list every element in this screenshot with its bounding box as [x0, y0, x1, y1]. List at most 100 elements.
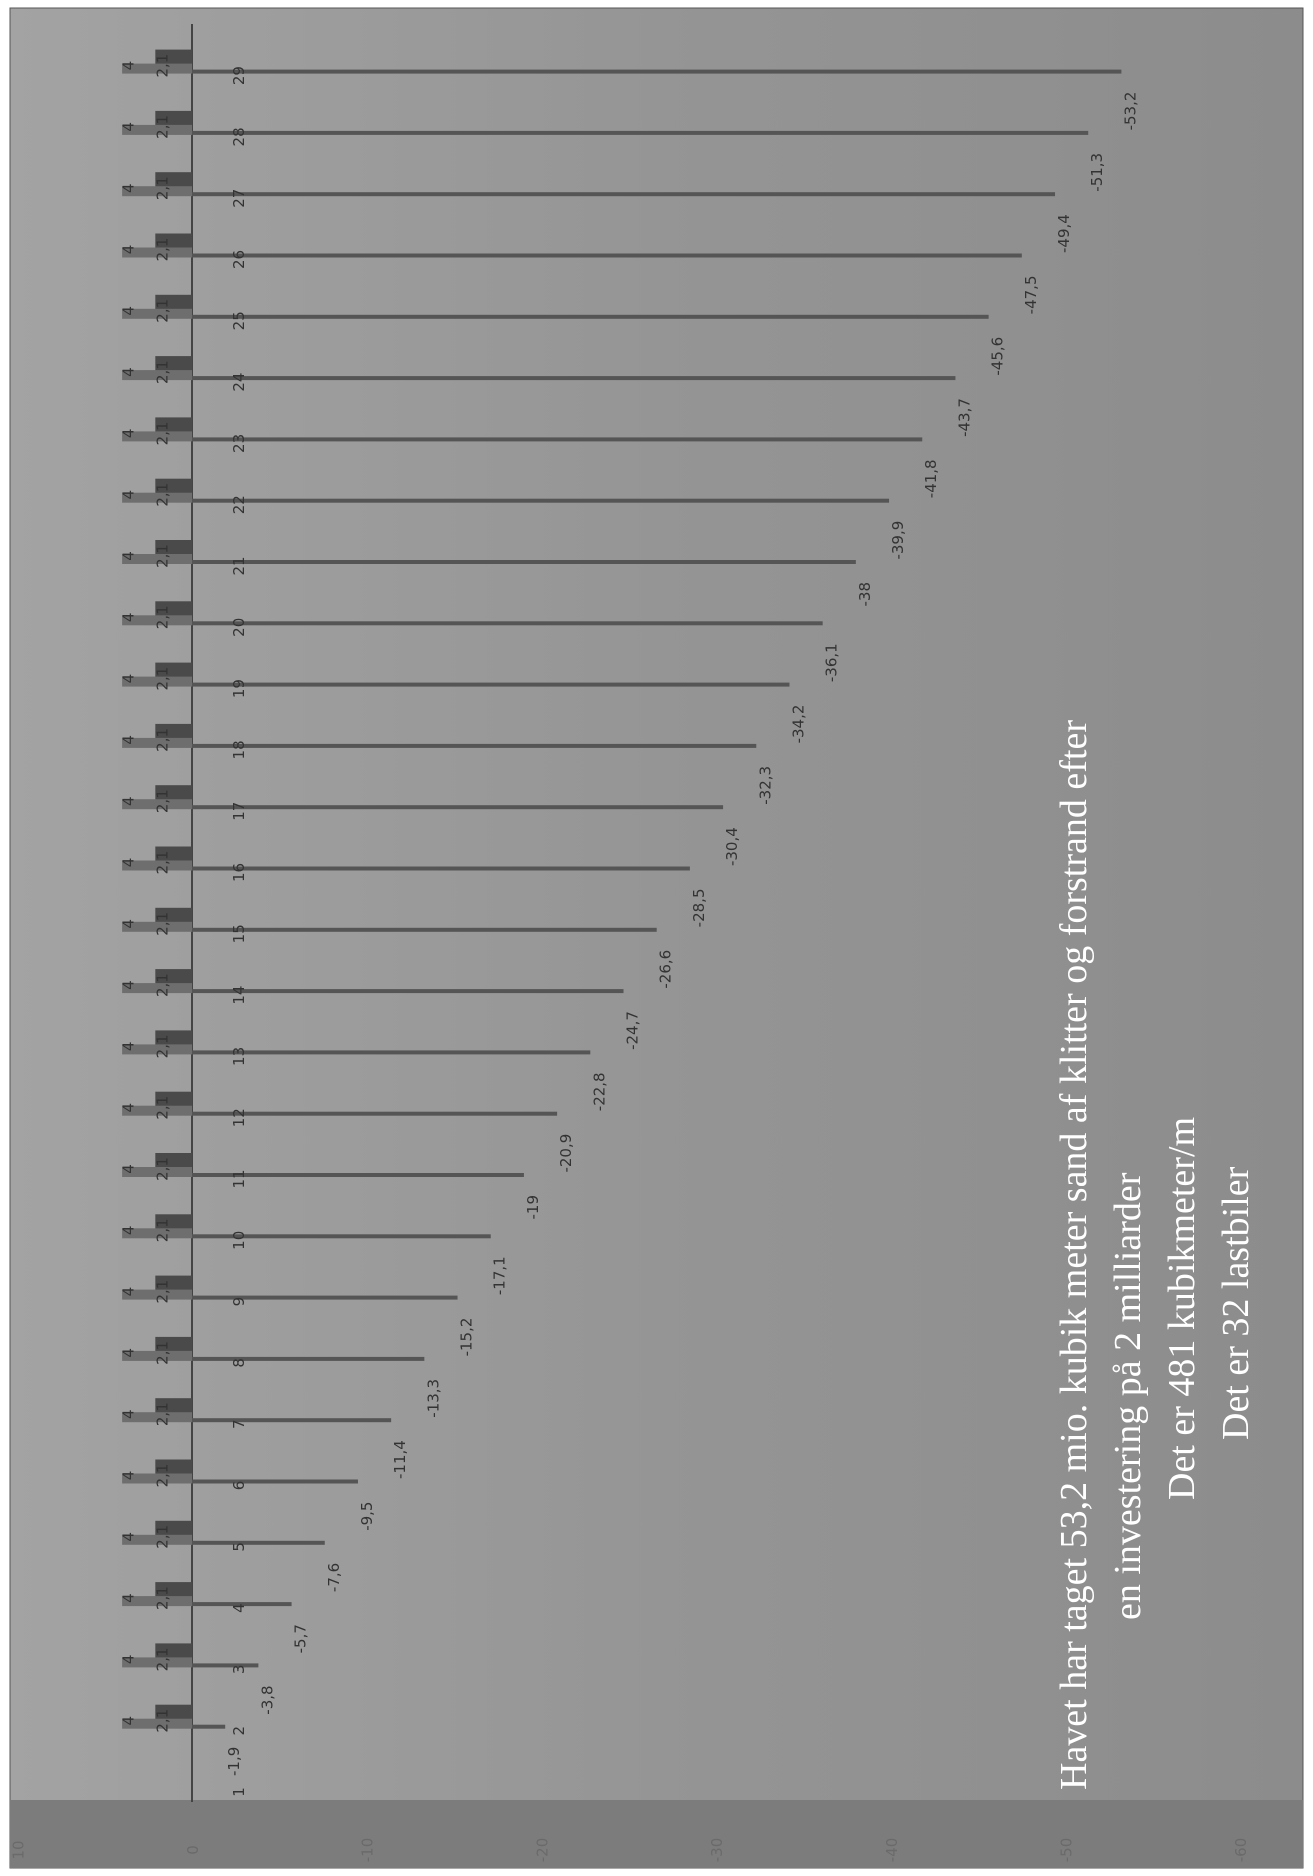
data-label-short-24: 4	[119, 367, 137, 377]
bar-short-3	[122, 1657, 192, 1668]
category-label-17: 17	[230, 802, 248, 821]
category-label-2: 2	[230, 1726, 248, 1736]
bar-main-12	[192, 1111, 558, 1116]
data-label-main-8: -13,3	[424, 1379, 442, 1418]
data-label-main-7: -11,4	[391, 1440, 409, 1479]
data-label-short-29: 4	[119, 61, 137, 71]
data-label-main-6: -9,5	[358, 1502, 376, 1531]
data-label-tall-3: 2,1	[153, 1647, 171, 1671]
data-label-short-5: 4	[119, 1532, 137, 1542]
data-label-tall-9: 2,1	[153, 1280, 171, 1304]
data-label-main-9: -15,2	[458, 1318, 476, 1357]
data-label-tall-18: 2,1	[153, 728, 171, 752]
data-label-main-11: -19	[524, 1195, 542, 1220]
data-label-short-18: 4	[119, 735, 137, 745]
data-label-short-14: 4	[119, 980, 137, 990]
bar-main-20	[192, 621, 823, 626]
category-label-25: 25	[230, 311, 248, 330]
y-tick-label: -10	[359, 1838, 377, 1863]
bar-short-10	[122, 1228, 192, 1239]
y-tick-label: -60	[1232, 1838, 1250, 1863]
bar-main-10	[192, 1234, 491, 1239]
data-label-tall-2: 2,1	[153, 1709, 171, 1733]
data-label-tall-17: 2,1	[153, 789, 171, 813]
data-label-main-2: -1,9	[225, 1747, 243, 1776]
data-label-short-22: 4	[119, 490, 137, 500]
category-label-7: 7	[230, 1419, 248, 1429]
bar-short-24	[122, 370, 192, 381]
bar-main-15	[192, 927, 657, 932]
y-tick-label: -40	[883, 1838, 901, 1863]
bar-short-13	[122, 1044, 192, 1055]
data-label-tall-12: 2,1	[153, 1096, 171, 1120]
data-label-main-14: -24,7	[624, 1011, 642, 1050]
category-label-13: 13	[230, 1047, 248, 1066]
data-label-tall-6: 2,1	[153, 1464, 171, 1488]
bar-short-22	[122, 492, 192, 503]
data-label-tall-7: 2,1	[153, 1402, 171, 1426]
data-label-tall-10: 2,1	[153, 1218, 171, 1242]
bar-short-9	[122, 1289, 192, 1300]
data-label-main-27: -49,4	[1055, 214, 1073, 253]
data-label-main-18: -32,3	[756, 766, 774, 805]
bar-main-26	[192, 253, 1022, 258]
data-label-short-12: 4	[119, 1103, 137, 1113]
data-label-short-13: 4	[119, 1042, 137, 1052]
axis-strip	[10, 1800, 1303, 1868]
data-label-tall-20: 2,1	[153, 605, 171, 629]
bar-short-2	[122, 1718, 192, 1729]
bar-main-22	[192, 498, 890, 503]
bar-short-7	[122, 1412, 192, 1423]
data-label-short-10: 4	[119, 1226, 137, 1236]
category-label-23: 23	[230, 434, 248, 453]
data-label-short-19: 4	[119, 674, 137, 684]
data-label-short-4: 4	[119, 1593, 137, 1603]
category-label-22: 22	[230, 495, 248, 514]
data-label-short-27: 4	[119, 183, 137, 193]
bar-short-20	[122, 615, 192, 626]
data-label-tall-26: 2,1	[153, 238, 171, 262]
bar-main-9	[192, 1295, 458, 1300]
bar-main-18	[192, 743, 757, 748]
category-label-16: 16	[230, 863, 248, 882]
data-label-tall-5: 2,1	[153, 1525, 171, 1549]
data-label-main-5: -7,6	[325, 1563, 343, 1592]
data-label-tall-15: 2,1	[153, 912, 171, 936]
data-label-tall-24: 2,1	[153, 360, 171, 384]
data-label-short-6: 4	[119, 1471, 137, 1481]
bar-main-3	[192, 1663, 259, 1668]
data-label-short-9: 4	[119, 1287, 137, 1297]
bar-main-8	[192, 1356, 425, 1361]
category-label-19: 19	[230, 679, 248, 698]
bar-short-14	[122, 983, 192, 994]
data-label-main-3: -3,8	[258, 1685, 276, 1714]
bar-main-21	[192, 560, 856, 564]
data-label-short-20: 4	[119, 613, 137, 623]
data-label-short-28: 4	[119, 122, 137, 132]
data-label-tall-28: 2,1	[153, 115, 171, 139]
data-label-short-8: 4	[119, 1348, 137, 1358]
bar-short-23	[122, 431, 192, 442]
category-label-14: 14	[230, 986, 248, 1005]
category-label-29: 29	[230, 66, 248, 85]
data-label-short-26: 4	[119, 245, 137, 255]
bar-short-12	[122, 1105, 192, 1116]
data-label-main-4: -5,7	[292, 1624, 310, 1653]
data-label-main-20: -36,1	[823, 643, 841, 682]
category-label-28: 28	[230, 127, 248, 146]
bar-short-16	[122, 860, 192, 871]
data-label-main-26: -47,5	[1022, 276, 1040, 315]
annotation-line-4: Det er 32 lastbiler	[1215, 1166, 1257, 1440]
data-label-short-2: 4	[119, 1716, 137, 1726]
data-label-main-29: -53,2	[1121, 92, 1139, 131]
bar-short-27	[122, 186, 192, 197]
bar-short-28	[122, 124, 192, 135]
y-tick-label: -50	[1058, 1838, 1076, 1863]
data-label-main-12: -20,9	[557, 1134, 575, 1173]
category-label-26: 26	[230, 250, 248, 269]
data-label-main-10: -17,1	[491, 1256, 509, 1295]
bar-main-7	[192, 1418, 392, 1423]
bar-short-6	[122, 1473, 192, 1484]
bar-main-24	[192, 376, 956, 381]
